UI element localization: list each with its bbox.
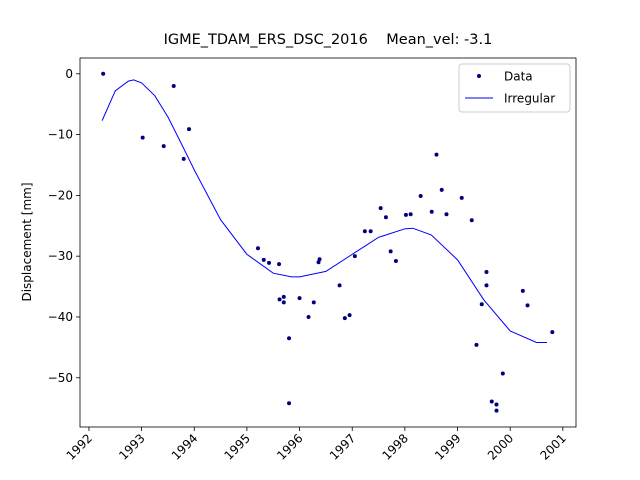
fit-line <box>101 79 548 344</box>
data-point <box>500 371 505 376</box>
data-point <box>342 316 347 321</box>
data-point <box>403 212 408 217</box>
data-point <box>281 294 286 299</box>
data-point <box>287 401 292 406</box>
data-point <box>479 302 484 307</box>
x-axis-label: Measurement Date <box>271 478 386 480</box>
data-point <box>287 336 292 341</box>
y-axis-label: Displacement [mm] <box>20 182 34 301</box>
data-point <box>277 262 282 267</box>
data-point <box>181 156 186 161</box>
data-point <box>474 342 479 347</box>
y-tick-label: −50 <box>48 371 73 385</box>
chart-title: IGME_TDAM_ERS_DSC_2016 Mean_vel: -3.1 <box>164 32 493 48</box>
y-tick-label: −30 <box>48 249 73 263</box>
data-point <box>484 283 489 288</box>
legend-marker <box>477 74 481 78</box>
data-point <box>469 218 474 223</box>
data-point <box>267 260 272 265</box>
data-point <box>388 249 393 254</box>
data-point <box>484 269 489 274</box>
y-tick-label: −40 <box>48 310 73 324</box>
data-point <box>393 259 398 264</box>
legend-box <box>458 63 571 113</box>
axes-frame <box>79 57 577 428</box>
legend-label: Data <box>504 70 533 84</box>
data-point <box>362 229 367 234</box>
data-point <box>297 296 302 301</box>
data-point <box>352 254 357 259</box>
data-point <box>261 257 266 262</box>
plot-area <box>101 71 555 413</box>
data-point <box>444 212 449 217</box>
data-point <box>311 300 316 305</box>
data-point <box>140 135 145 140</box>
data-point <box>306 314 311 319</box>
data-point <box>378 206 383 211</box>
data-point <box>383 215 388 220</box>
y-tick-label: −10 <box>48 128 73 142</box>
y-tick-label: 0 <box>65 67 73 81</box>
y-tick-label: −20 <box>48 188 73 202</box>
data-point <box>429 209 434 214</box>
data-point <box>171 83 176 88</box>
data-point <box>255 246 260 251</box>
data-point <box>316 260 321 265</box>
data-point <box>494 408 499 413</box>
data-point <box>550 330 555 335</box>
data-point <box>434 152 439 157</box>
data-point <box>161 144 166 149</box>
data-point <box>281 300 286 305</box>
data-point <box>494 402 499 407</box>
data-point <box>520 288 525 293</box>
legend-label: Irregular <box>504 92 555 106</box>
data-point <box>408 212 413 217</box>
data-point <box>489 399 494 404</box>
data-point <box>525 303 530 308</box>
data-point <box>317 257 322 262</box>
data-point <box>186 127 191 132</box>
data-point <box>277 297 282 302</box>
data-point <box>347 313 352 318</box>
data-point <box>439 187 444 192</box>
data-point <box>337 283 342 288</box>
data-point <box>101 71 106 76</box>
data-point <box>418 193 423 198</box>
data-point <box>459 195 464 200</box>
data-point <box>368 229 373 234</box>
